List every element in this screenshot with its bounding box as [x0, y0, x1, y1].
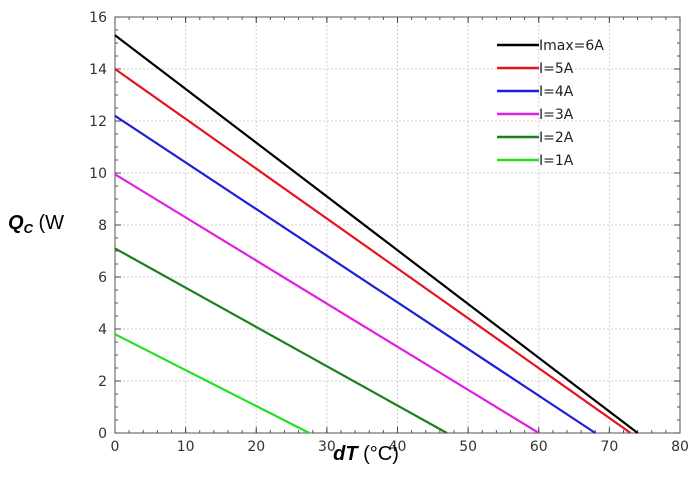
series-line-5 — [114, 247, 448, 434]
legend-label: I=2A — [539, 130, 574, 146]
axis-ticks — [114, 16, 681, 434]
grid — [115, 17, 680, 433]
series-lines — [114, 34, 639, 434]
x-tick-label: 40 — [389, 439, 407, 455]
legend-label: I=3A — [539, 107, 574, 123]
x-tick-label: 80 — [671, 439, 688, 455]
x-tick-label: 50 — [459, 439, 477, 455]
legend-label: I=5A — [539, 61, 574, 77]
y-tick-label: 8 — [98, 218, 107, 234]
y-tick-label: 2 — [98, 374, 107, 390]
y-tick-label: 0 — [98, 426, 107, 442]
legend-label: I=4A — [539, 84, 574, 100]
y-axis-symbol: Q — [8, 212, 24, 234]
y-tick-label: 12 — [89, 114, 107, 130]
tick-labels: 0 10 20 30 40 50 60 70 80 0 2 4 6 8 10 12 14 16 — [89, 10, 688, 455]
legend-label: I=1A — [539, 153, 574, 169]
series-line-1 — [114, 34, 639, 434]
y-tick-label: 16 — [89, 10, 107, 26]
x-tick-label: 30 — [318, 439, 336, 455]
x-tick-label: 0 — [111, 439, 120, 455]
legend: Imax=6A I=5A I=4A I=3A I=2A I=1A — [497, 38, 604, 169]
x-axis-label: dT (°C) — [333, 443, 399, 465]
y-axis-unit: (W — [33, 212, 64, 234]
x-tick-label: 20 — [247, 439, 265, 455]
legend-label: Imax=6A — [539, 38, 604, 54]
y-tick-label: 10 — [89, 166, 107, 182]
x-tick-label: 60 — [530, 439, 548, 455]
series-line-6 — [114, 333, 310, 434]
series-line-4 — [114, 173, 540, 434]
x-axis-unit: (°C) — [358, 443, 399, 465]
y-tick-label: 4 — [98, 322, 107, 338]
x-tick-label: 70 — [600, 439, 618, 455]
y-axis-subscript: C — [24, 221, 34, 236]
series-line-2 — [114, 68, 632, 434]
x-axis-symbol: dT — [333, 443, 359, 465]
x-tick-label: 10 — [177, 439, 195, 455]
y-tick-label: 6 — [98, 270, 107, 286]
y-tick-label: 14 — [89, 62, 107, 78]
y-axis-label: QC (W — [8, 212, 64, 236]
series-line-3 — [114, 114, 596, 434]
